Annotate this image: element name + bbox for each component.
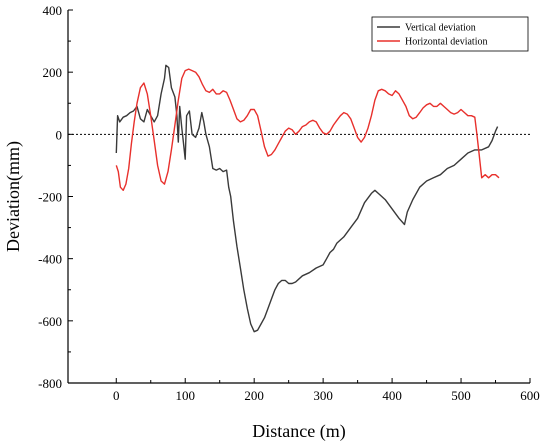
x-tick-label: 200 — [244, 388, 264, 403]
x-tick-label: 500 — [451, 388, 471, 403]
x-tick-label: 400 — [382, 388, 402, 403]
x-tick-label: 100 — [175, 388, 195, 403]
plot-area — [68, 64, 530, 333]
series-line-vertical — [115, 64, 499, 333]
legend-label: Horizontal deviation — [405, 37, 487, 48]
x-tick-label: 0 — [113, 388, 120, 403]
series-line-horizontal — [115, 68, 500, 191]
legend-label: Vertical deviation — [405, 23, 476, 34]
y-tick-label: -600 — [38, 314, 62, 329]
legend-box — [371, 16, 529, 52]
x-axis-title: Distance (m) — [252, 421, 345, 442]
y-tick-label: -200 — [38, 190, 62, 205]
y-tick-label: -800 — [38, 376, 62, 391]
y-tick-label: -400 — [38, 252, 62, 267]
y-tick-label: 200 — [43, 65, 63, 80]
x-tick-label: 600 — [520, 388, 540, 403]
y-tick-label: 0 — [56, 127, 63, 142]
legend: Vertical deviation Horizontal deviation — [371, 16, 529, 52]
axes: 0 100 200 300 400 500 600 -800 -600 -400 -200 0 200 4… — [38, 3, 540, 403]
x-tick-label: 300 — [313, 388, 333, 403]
y-axis-title: Deviation(mm) — [3, 141, 24, 252]
y-tick-label: 400 — [43, 3, 63, 18]
